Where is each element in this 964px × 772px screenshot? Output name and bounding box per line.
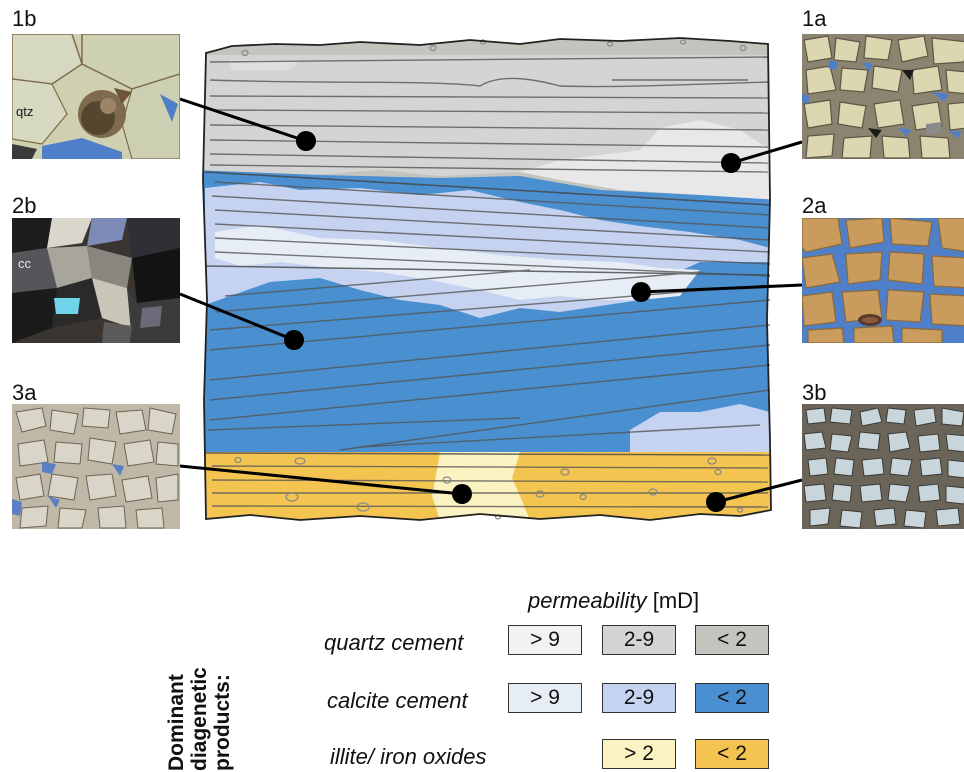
sample-point-3a: [452, 484, 472, 504]
bedding-lines: [204, 56, 771, 508]
side-title-line-2: diagenetic: [188, 667, 211, 771]
swatch-illite-high: > 2: [602, 739, 676, 769]
side-title-line-3: products:: [211, 674, 234, 771]
sample-point-3b: [706, 492, 726, 512]
leader-lines: [179, 97, 803, 504]
sample-point-2a: [631, 282, 651, 302]
legend-row-label-calcite: calcite cement: [327, 688, 468, 713]
photomicrograph-2a: [802, 218, 964, 343]
legend-title-unit: [mD]: [652, 588, 700, 613]
panel-label-1b: 1b: [12, 6, 37, 31]
legend-title-permeability: permeability: [528, 588, 647, 613]
swatch-calcite-high: > 9: [508, 683, 582, 713]
swatch-quartz-high: > 9: [508, 625, 582, 655]
pebbles: [234, 39, 747, 520]
panel-label-3b: 3b: [802, 380, 827, 405]
rock-section-diagram: [179, 37, 803, 521]
mineral-label-qtz: qtz: [16, 104, 34, 119]
panel-label-2a: 2a: [802, 193, 827, 218]
photomicrograph-3a: [12, 404, 180, 529]
sample-point-1a: [721, 153, 741, 173]
mineral-label-cc: cc: [18, 256, 31, 271]
sample-point-2b: [284, 330, 304, 350]
panel-label-2b: 2b: [12, 193, 37, 218]
swatch-illite-low: < 2: [695, 739, 769, 769]
sample-point-1b: [296, 131, 316, 151]
photomicrograph-3b: [802, 404, 964, 529]
legend-title: permeability [mD]: [528, 588, 699, 614]
photomicrograph-1b: qtz: [12, 34, 180, 159]
photomicrograph-2b: cc: [12, 218, 180, 343]
legend-row-label-quartz: quartz cement: [324, 630, 464, 655]
panel-label-1a: 1a: [802, 6, 827, 31]
swatch-calcite-low: < 2: [695, 683, 769, 713]
photomicrograph-1a: [802, 34, 964, 159]
legend-row-label-illite: illite/ iron oxides: [330, 744, 487, 769]
side-title-line-1: Dominant: [165, 674, 188, 771]
sample-points: [284, 131, 741, 512]
panel-label-3a: 3a: [12, 380, 37, 405]
quartz-cement-high-zone: [520, 120, 770, 200]
swatch-calcite-mid: 2-9: [602, 683, 676, 713]
swatch-quartz-low: < 2: [695, 625, 769, 655]
legend-side-title: Dominant diagenetic products:: [165, 611, 234, 771]
illite-high-zone: [432, 452, 530, 520]
block-fill: [203, 38, 771, 520]
swatch-quartz-mid: 2-9: [602, 625, 676, 655]
block-outline: [202, 37, 772, 521]
